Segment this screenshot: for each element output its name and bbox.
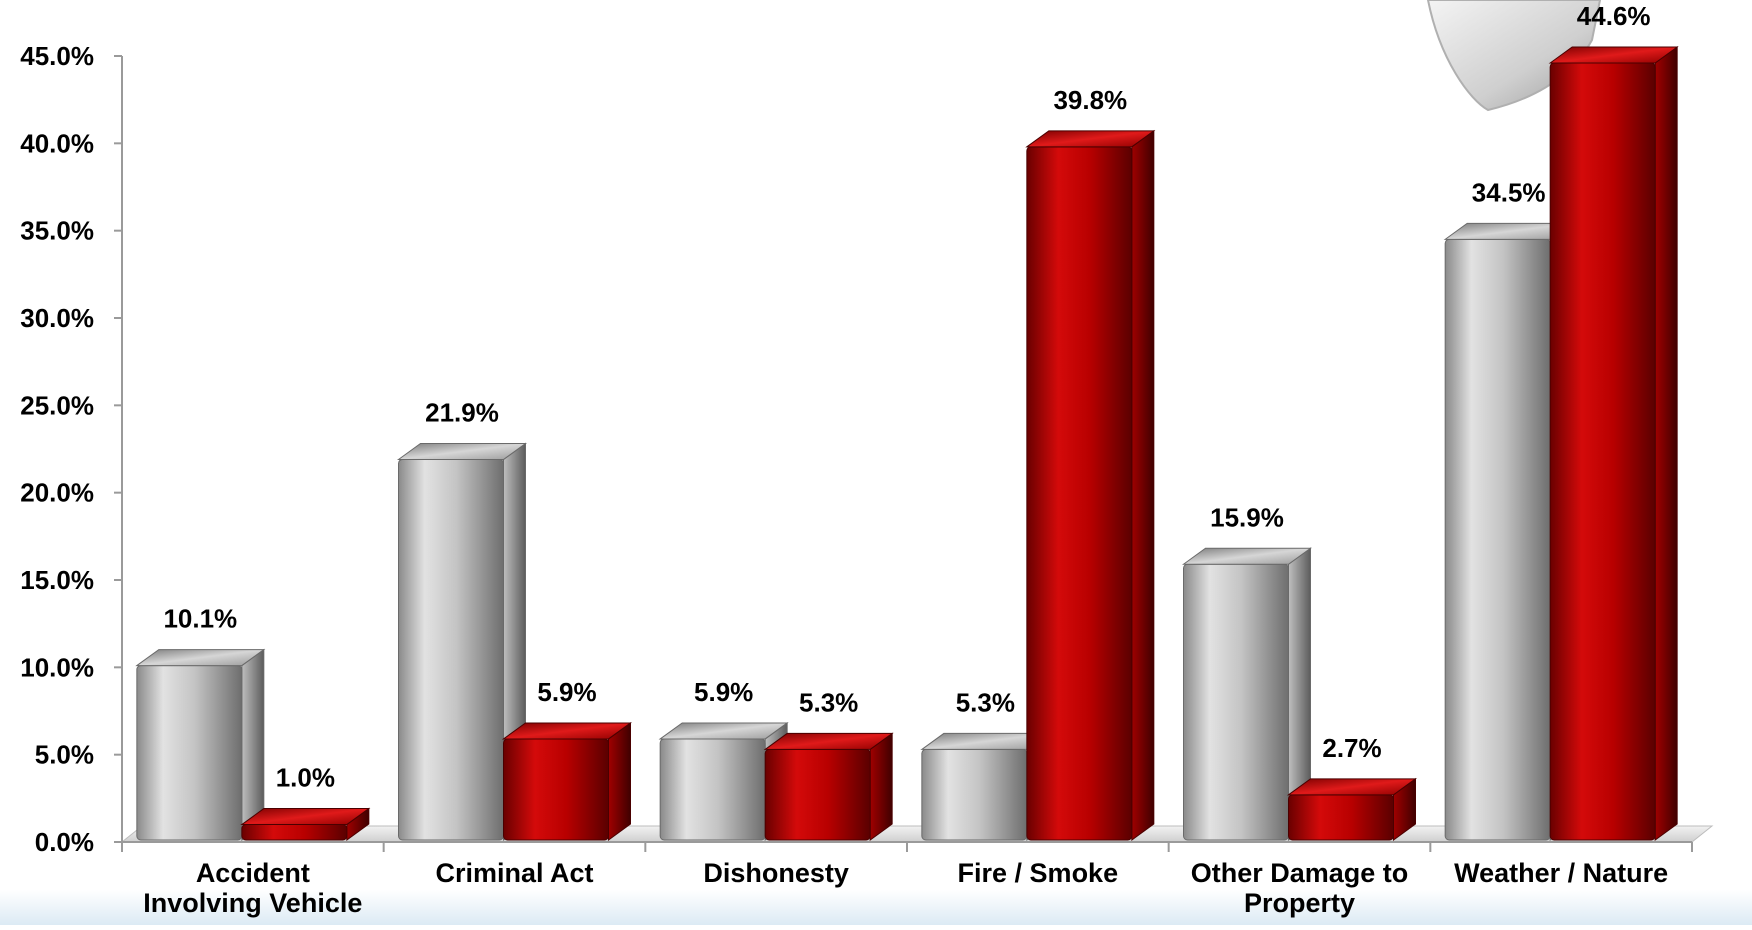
data-label: 5.3% — [956, 687, 1015, 717]
y-tick-label: 10.0% — [20, 652, 94, 682]
category-label: Accident — [196, 858, 310, 888]
y-ticks: 0.0% 5.0% 10.0% 15.0% 20.0% 25.0% 30.0% 35.0% 40… — [20, 41, 122, 857]
y-tick-label: 45.0% — [20, 41, 94, 71]
y-tick-label: 0.0% — [35, 827, 94, 857]
y-tick-label: 40.0% — [20, 128, 94, 158]
data-label: 44.6% — [1577, 1, 1651, 31]
y-tick-label: 25.0% — [20, 390, 94, 420]
bottom-band — [0, 890, 1752, 925]
data-label: 15.9% — [1210, 502, 1284, 532]
data-labels: 10.1% 1.0% 21.9% 5.9% 5.9% 5.3% 5.3% 39.8% 15.9%… — [163, 1, 1650, 793]
data-label: 5.9% — [694, 677, 753, 707]
category-label: Fire / Smoke — [958, 858, 1119, 888]
bar-red-0 — [240, 807, 371, 841]
data-label: 1.0% — [276, 763, 335, 793]
category-label: Other Damage to — [1191, 858, 1409, 888]
data-label: 5.9% — [537, 677, 596, 707]
y-tick-label: 5.0% — [35, 740, 94, 770]
data-label: 5.3% — [799, 687, 858, 717]
y-tick-label: 15.0% — [20, 565, 94, 595]
bar-red-4 — [1286, 777, 1418, 841]
bar-red-5 — [1548, 46, 1679, 841]
y-tick-label: 30.0% — [20, 303, 94, 333]
x-ticks — [121, 842, 1693, 852]
category-label: Criminal Act — [435, 858, 593, 888]
data-label: 10.1% — [163, 604, 237, 634]
category-label: Dishonesty — [703, 858, 849, 888]
bar-red-1 — [501, 721, 633, 841]
y-tick-label: 20.0% — [20, 478, 94, 508]
category-label: Property — [1244, 888, 1355, 918]
bars — [135, 46, 1679, 841]
data-label: 34.5% — [1472, 177, 1546, 207]
data-label: 2.7% — [1322, 733, 1381, 763]
bar-red-2 — [763, 732, 894, 841]
bar-silver-4 — [1181, 547, 1313, 841]
bar-silver-1 — [396, 442, 528, 841]
data-label: 39.8% — [1053, 85, 1127, 115]
bar-silver-0 — [135, 648, 266, 841]
bar-red-3 — [1025, 129, 1156, 841]
y-tick-label: 35.0% — [20, 216, 94, 246]
category-label: Weather / Nature — [1454, 858, 1668, 888]
category-label: Involving Vehicle — [143, 888, 362, 918]
data-label: 21.9% — [425, 397, 499, 427]
